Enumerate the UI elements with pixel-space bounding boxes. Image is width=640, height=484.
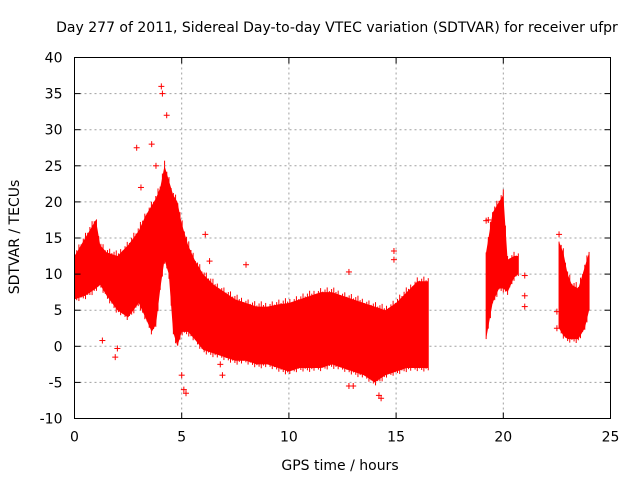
outlier-point [378,395,385,402]
outlier-point [521,303,528,310]
outlier-point [217,361,224,368]
outlier-point [219,372,226,379]
outlier-point [163,112,170,119]
series-band [486,194,519,340]
outlier-point [152,162,159,169]
y-tick-label: 15 [45,231,63,247]
x-tick-label: 0 [70,430,79,446]
series-band [74,165,429,383]
x-tick-label: 25 [602,430,620,446]
outlier-point [521,272,528,279]
outlier-point [485,216,492,223]
y-tick-label: 35 [45,87,63,103]
outlier-point [350,383,357,390]
outlier-point [553,325,560,332]
outlier-point [148,141,155,148]
y-tick-label: 10 [45,267,63,283]
outlier-point [556,231,563,238]
outlier-point [137,184,144,191]
y-tick-label: 0 [54,339,63,355]
y-axis-label: SDTVAR / TECUs [7,180,23,295]
x-tick-label: 5 [177,430,186,446]
chart-title: Day 277 of 2011, Sidereal Day-to-day VTE… [56,20,618,36]
outlier-point [521,292,528,299]
outlier-point [182,390,189,397]
outlier-point [202,231,209,238]
outlier-point [243,261,250,268]
y-tick-label: -5 [49,375,63,391]
y-tick-label: 25 [45,159,63,175]
tick-layer: 0 5 10 15 20 25 -10 -5 0 5 10 15 20 25 30 35 40 [40,51,620,446]
outlier-point [114,345,121,352]
outlier-point [390,247,397,254]
y-tick-label: 40 [45,51,63,67]
outlier-point [99,337,106,344]
grid-layer [74,57,611,419]
outlier-point [133,144,140,151]
y-tick-label: 30 [45,123,63,139]
x-axis-label: GPS time / hours [281,458,398,474]
data-layer [74,83,590,402]
outlier-point [178,372,185,379]
outlier-point [206,258,213,265]
outlier-point [390,256,397,263]
y-tick-label: 5 [54,303,63,319]
outlier-point [158,83,165,90]
outlier-point [159,90,166,97]
y-tick-label: -10 [40,412,63,428]
x-tick-label: 20 [494,430,512,446]
x-tick-label: 15 [387,430,405,446]
outlier-point [553,308,560,315]
outlier-point [180,386,187,393]
x-tick-label: 10 [280,430,298,446]
y-tick-label: 20 [45,195,63,211]
outlier-point [112,354,119,361]
outlier-point [345,268,352,275]
